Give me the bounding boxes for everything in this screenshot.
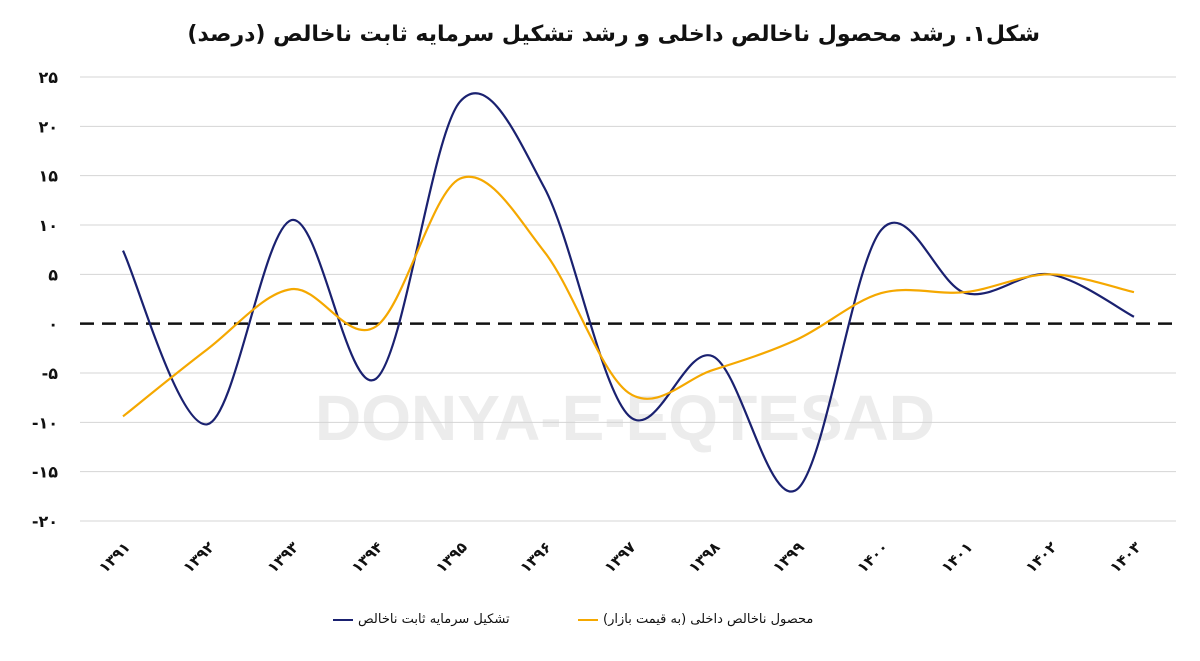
watermark: DONYA-E-EQTESAD <box>315 382 935 454</box>
x-tick-label: ۱۳۹۸ <box>685 538 724 577</box>
x-tick-label: ۱۴۰۰ <box>853 538 892 577</box>
x-tick-label: ۱۳۹۱ <box>95 538 134 577</box>
x-tick-label: ۱۳۹۲ <box>179 538 218 577</box>
legend-swatch-orange <box>578 618 598 621</box>
y-tick-label: ۲۵ <box>38 68 58 87</box>
chart-title: شکل۱. رشد محصول ناخالص داخلی و رشد تشکیل… <box>187 22 1040 47</box>
y-tick-label: ۵ <box>48 265 58 284</box>
x-tick-label: ۱۳۹۳ <box>264 538 303 577</box>
x-tick-label: ۱۴۰۱ <box>938 538 977 577</box>
legend-label: محصول ناخالص داخلی (به قیمت بازار) <box>603 612 814 627</box>
legend-item-gfcf: تشکیل سرمایه ثابت ناخالص <box>333 612 510 627</box>
legend-label: تشکیل سرمایه ثابت ناخالص <box>358 612 510 627</box>
y-tick-label: -۱۰ <box>32 413 58 432</box>
x-tick-label: ۱۳۹۷ <box>601 538 640 577</box>
x-tick-label: ۱۳۹۹ <box>769 538 808 577</box>
x-tick-label: ۱۴۰۳ <box>1106 538 1145 577</box>
y-tick-label: ۰ <box>48 315 58 334</box>
legend-item-gdp: محصول ناخالص داخلی (به قیمت بازار) <box>578 612 813 627</box>
x-tick-label: ۱۴۰۲ <box>1022 538 1061 577</box>
x-tick-label: ۱۳۹۴ <box>348 538 387 577</box>
series-line-gdp <box>122 175 1135 418</box>
x-tick-label: ۱۳۹۶ <box>516 538 555 577</box>
legend-swatch-navy <box>333 618 353 621</box>
y-tick-label: -۱۵ <box>32 463 58 482</box>
x-tick-label: ۱۳۹۵ <box>432 538 471 577</box>
y-tick-label: ۲۰ <box>38 117 58 136</box>
y-tick-label: -۵ <box>42 364 59 383</box>
y-tick-label: ۱۰ <box>38 216 58 235</box>
y-tick-label: -۲۰ <box>32 512 58 531</box>
y-tick-label: ۱۵ <box>38 167 58 186</box>
series-line-gfcf <box>122 92 1135 493</box>
